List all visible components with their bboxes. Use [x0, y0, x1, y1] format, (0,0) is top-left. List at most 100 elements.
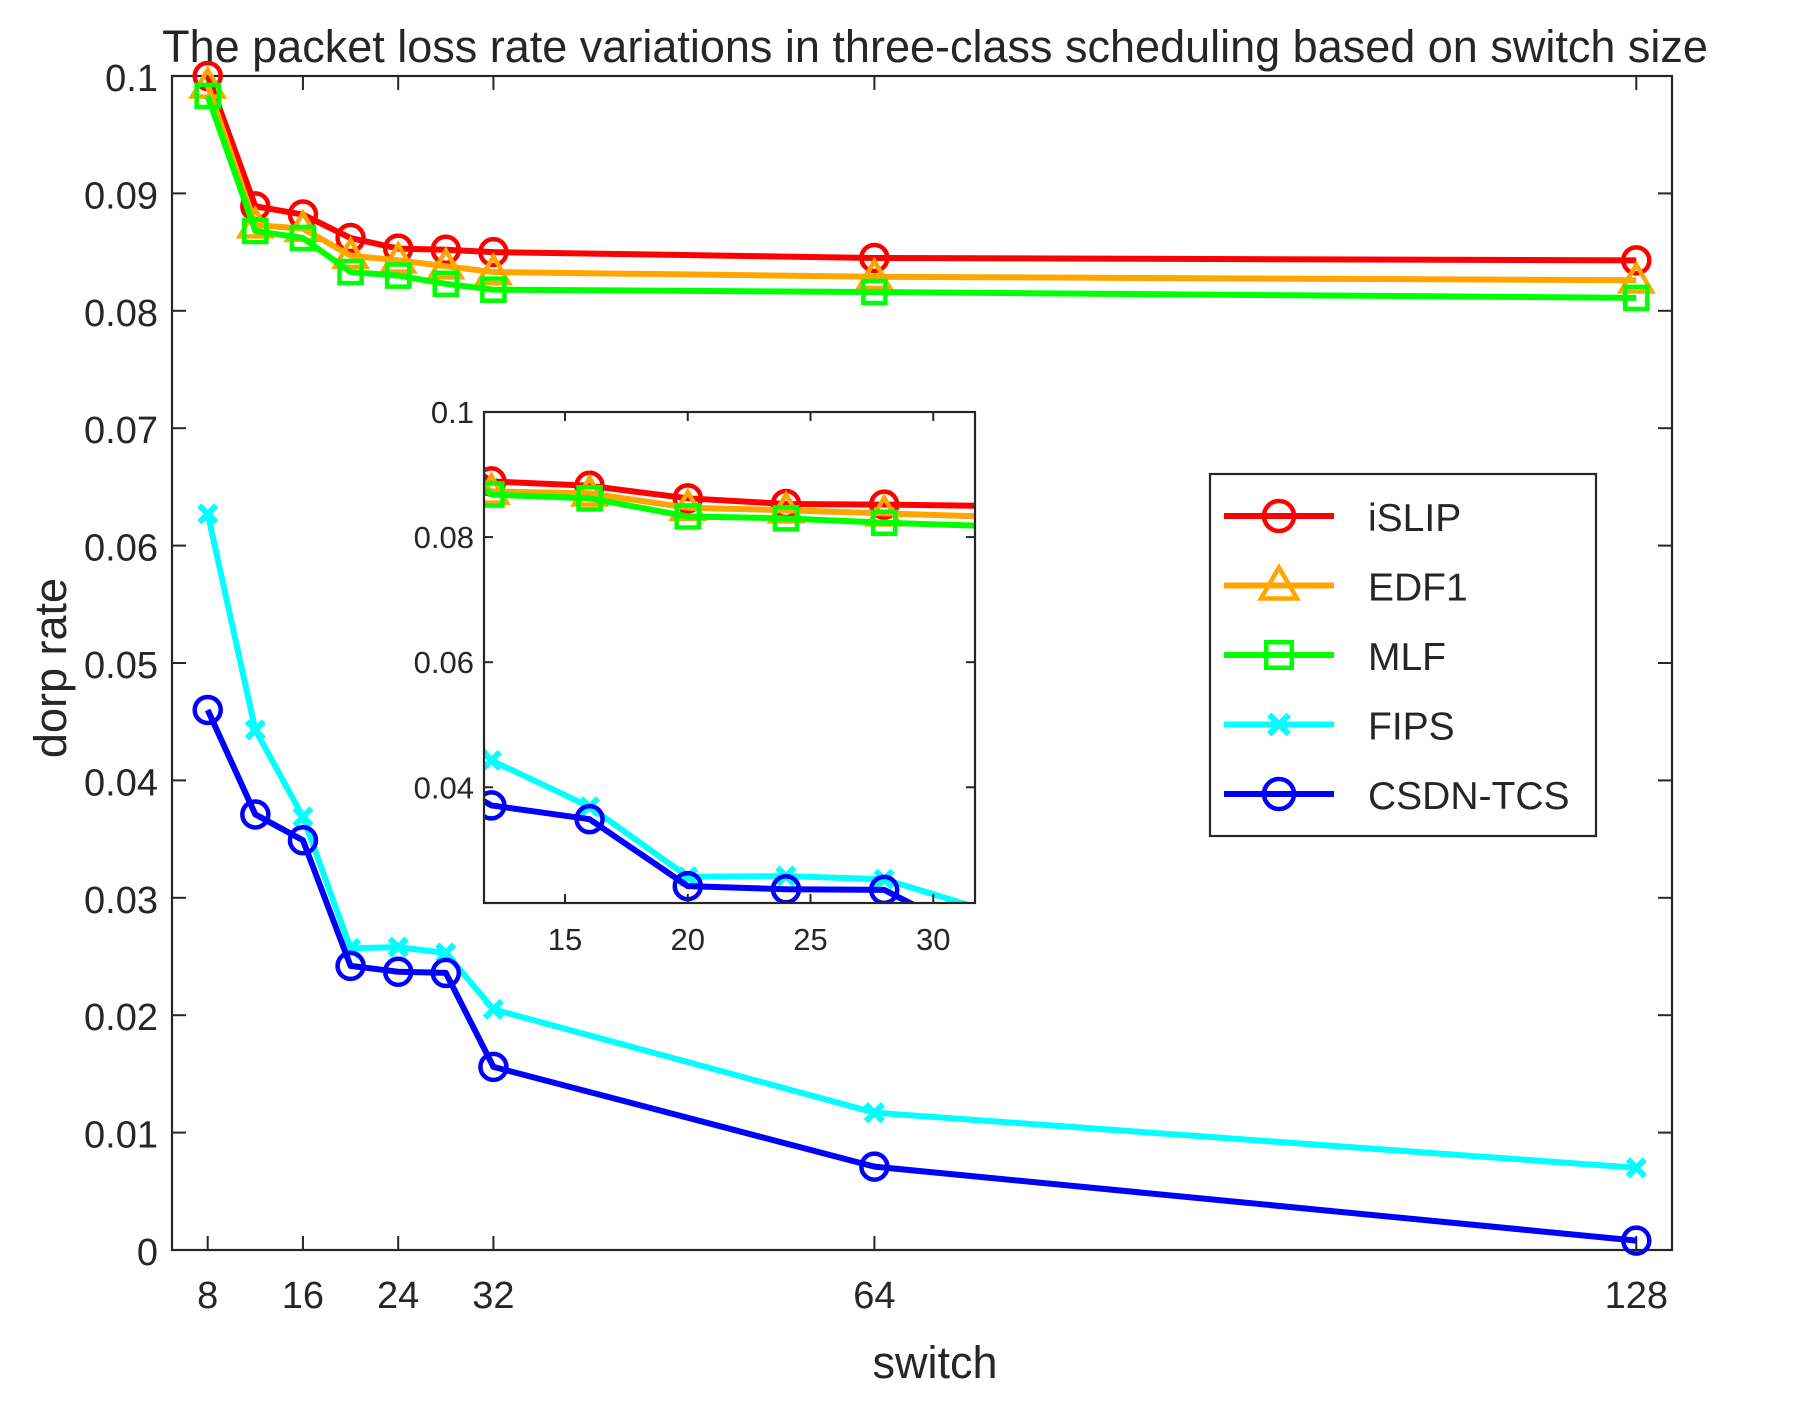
legend-entry-islip: iSLIP [1224, 497, 1461, 540]
inset-marker-csdn-tcs [484, 790, 507, 821]
series-line-edf1 [204, 84, 1637, 284]
legend: iSLIP EDF1 MLF FIPS CSDN-TCS [1208, 472, 1598, 838]
x-axis-label: switch [872, 1337, 997, 1388]
marker-mlf [480, 276, 507, 303]
legend-label-fips: FIPS [1368, 706, 1455, 749]
inset-marker-fips [484, 749, 502, 771]
marker-fips [1625, 1157, 1647, 1179]
marker-islip [1621, 245, 1652, 276]
legend-entry-edf1: EDF1 [1224, 563, 1468, 610]
inset-y-tick-label: 0.04 [414, 770, 474, 805]
inset-y-tick-label: 0.08 [414, 520, 474, 555]
inset-series-line-csdn-tcs [484, 797, 917, 903]
marker-edf1 [331, 235, 371, 270]
series-line-csdn-tcs [204, 708, 1637, 1244]
inset-marker-islip [868, 489, 900, 520]
inset-x-tick-label: 30 [916, 922, 950, 957]
inset-marker-edf1 [570, 473, 610, 507]
y-tick-label: 0.08 [84, 293, 158, 335]
legend-label-edf1: EDF1 [1368, 567, 1468, 610]
marker-csdn-tcs [287, 825, 319, 856]
marker-edf1 [473, 251, 513, 286]
marker-edf1 [426, 246, 466, 280]
y-tick-label: 0.04 [84, 762, 158, 804]
inset-x-tick-label: 25 [793, 922, 827, 957]
marker-mlf [194, 82, 222, 110]
legend-marker-mlf [1264, 640, 1294, 670]
marker-islip [859, 242, 890, 274]
marker-islip [335, 222, 366, 254]
inset-marker-mlf [772, 505, 800, 532]
inset-axes: 0.04 0.06 0.08 0.1 15 20 25 30 [414, 395, 977, 957]
marker-csdn-tcs [240, 799, 271, 830]
legend-entry-fips: FIPS [1224, 706, 1455, 749]
marker-mlf [432, 270, 460, 298]
chart-title: The packet loss rate variations in three… [162, 21, 1708, 72]
inset-y-tick-label: 0.06 [414, 645, 474, 680]
inset-x-tick-label: 20 [671, 922, 705, 957]
marker-csdn-tcs [1621, 1225, 1652, 1256]
inset-marker-mlf [870, 509, 898, 537]
marker-mlf [1622, 284, 1650, 312]
marker-fips [197, 503, 219, 525]
y-tick-label: 0.06 [84, 528, 158, 570]
marker-edf1 [235, 205, 275, 239]
y-axis-label: dorp rate [25, 578, 76, 758]
marker-mlf [384, 262, 412, 289]
legend-marker-islip [1261, 498, 1297, 534]
x-tick-label: 64 [853, 1275, 895, 1317]
marker-edf1 [378, 240, 418, 274]
marker-mlf [289, 224, 317, 252]
legend-entry-mlf: MLF [1224, 636, 1446, 679]
y-tick-label: 0.07 [84, 410, 158, 452]
inset-y-tick-label: 0.1 [431, 395, 474, 430]
marker-mlf [242, 217, 269, 245]
marker-csdn-tcs [335, 950, 366, 982]
marker-islip [478, 236, 509, 268]
inset-plot-frame [482, 410, 977, 905]
marker-csdn-tcs [859, 1151, 890, 1182]
marker-csdn-tcs [192, 694, 223, 726]
x-tick-label: 32 [472, 1275, 514, 1317]
inset-marker-islip [672, 483, 704, 514]
y-tick-label: 0 [137, 1232, 158, 1274]
inset-marker-mlf [576, 485, 603, 512]
x-tick-label: 16 [282, 1275, 324, 1317]
y-tick-label: 0.02 [84, 997, 158, 1039]
marker-fips [863, 1102, 885, 1124]
marker-csdn-tcs [430, 957, 462, 989]
legend-marker-edf1 [1257, 563, 1301, 601]
y-tick-label: 0.05 [84, 645, 158, 687]
marker-fips [482, 998, 505, 1020]
inset-series-line-edf1 [484, 482, 975, 520]
legend-marker-csdn-tcs [1261, 776, 1297, 812]
marker-csdn-tcs [382, 956, 414, 988]
legend-entry-csdn-tcs: CSDN-TCS [1224, 775, 1570, 818]
inset-series-line-mlf [484, 485, 975, 529]
marker-fips [435, 942, 457, 964]
marker-csdn-tcs [478, 1051, 509, 1083]
y-tick-label: 0.03 [84, 880, 158, 922]
inset-series-line-islip [484, 472, 975, 509]
inset-marker-edf1 [484, 471, 511, 505]
x-tick-label: 128 [1605, 1275, 1668, 1317]
marker-fips [292, 806, 314, 828]
y-tick-label: 0.1 [105, 58, 158, 100]
inset-x-tick-label: 15 [548, 922, 582, 957]
x-tick-label: 24 [377, 1275, 419, 1317]
marker-mlf [861, 278, 888, 306]
marker-islip [430, 234, 462, 266]
inset-marker-csdn-tcs [574, 803, 605, 835]
legend-label-islip: iSLIP [1368, 497, 1461, 540]
marker-fips [387, 936, 409, 958]
y-tick-label: 0.09 [84, 175, 158, 217]
series-line-mlf [204, 94, 1637, 301]
x-tick-label: 8 [197, 1275, 218, 1317]
legend-marker-fips [1267, 712, 1291, 737]
marker-mlf [337, 258, 364, 286]
y-tick-label: 0.01 [84, 1115, 158, 1157]
legend-label-csdn-tcs: CSDN-TCS [1368, 775, 1570, 818]
inset-marker-mlf [484, 481, 505, 508]
marker-fips [244, 719, 266, 741]
